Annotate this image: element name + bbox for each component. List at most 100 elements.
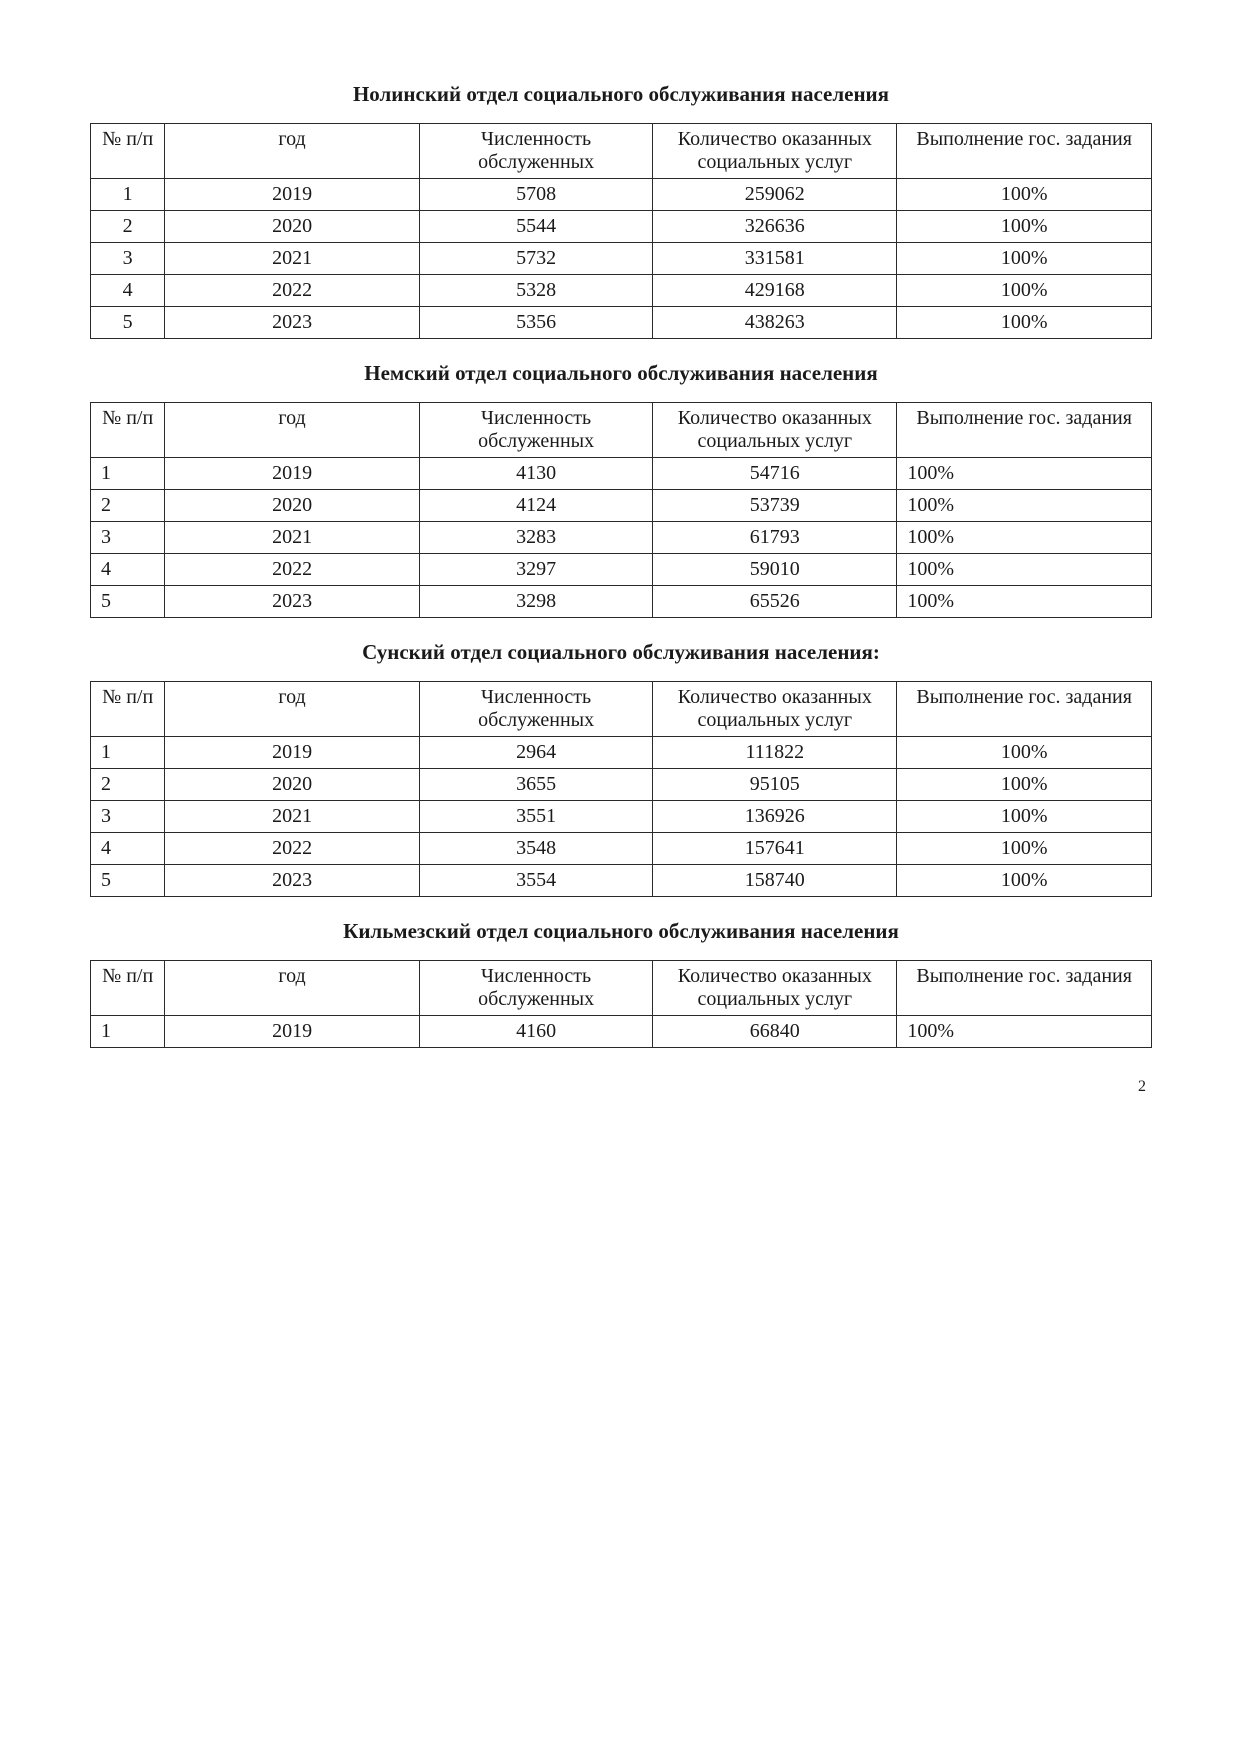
table-row: 52023329865526100% [91,586,1152,618]
cell-num: 5 [91,307,165,339]
column-header-year: год [165,403,420,458]
cell-num: 1 [91,1016,165,1048]
column-header-served: Численность обслуженных [419,682,652,737]
cell-year: 2020 [165,769,420,801]
cell-served: 3655 [419,769,652,801]
cell-served: 3297 [419,554,652,586]
column-header-year: год [165,961,420,1016]
cell-exec: 100% [897,737,1152,769]
cell-served: 5732 [419,243,652,275]
cell-exec: 100% [897,865,1152,897]
table-row: 520233554158740100% [91,865,1152,897]
cell-exec: 100% [897,586,1152,618]
cell-served: 3551 [419,801,652,833]
page-number: 2 [90,1078,1152,1096]
cell-served: 4124 [419,490,652,522]
cell-exec: 100% [897,522,1152,554]
cell-served: 2964 [419,737,652,769]
section-title: Немский отдел социального обслуживания н… [90,361,1152,386]
cell-num: 3 [91,801,165,833]
cell-num: 1 [91,179,165,211]
column-header-services: Количество оказанных социальных услуг [653,961,897,1016]
cell-num: 4 [91,554,165,586]
section-title: Нолинский отдел социального обслуживания… [90,82,1152,107]
cell-served: 3548 [419,833,652,865]
cell-services: 158740 [653,865,897,897]
table-row: 42022329759010100% [91,554,1152,586]
cell-exec: 100% [897,458,1152,490]
table-row: 320213551136926100% [91,801,1152,833]
column-header-num: № п/п [91,961,165,1016]
cell-exec: 100% [897,801,1152,833]
cell-year: 2021 [165,522,420,554]
cell-num: 5 [91,865,165,897]
column-header-year: год [165,682,420,737]
table-row: 420223548157641100% [91,833,1152,865]
column-header-services: Количество оказанных социальных услуг [653,124,897,179]
cell-num: 3 [91,522,165,554]
cell-exec: 100% [897,179,1152,211]
cell-year: 2019 [165,1016,420,1048]
section-title: Сунский отдел социального обслуживания н… [90,640,1152,665]
column-header-served: Численность обслуженных [419,961,652,1016]
column-header-num: № п/п [91,682,165,737]
section-title: Кильмезский отдел социального обслуживан… [90,919,1152,944]
cell-num: 5 [91,586,165,618]
cell-services: 65526 [653,586,897,618]
table-row: 12019413054716100% [91,458,1152,490]
cell-services: 429168 [653,275,897,307]
cell-year: 2019 [165,737,420,769]
cell-year: 2022 [165,833,420,865]
cell-num: 3 [91,243,165,275]
column-header-served: Численность обслуженных [419,124,652,179]
cell-num: 2 [91,769,165,801]
column-header-exec: Выполнение гос. задания [897,682,1152,737]
cell-exec: 100% [897,211,1152,243]
cell-year: 2020 [165,490,420,522]
data-table: № п/пгодЧисленность обслуженныхКоличеств… [90,123,1152,339]
table-row: 12019416066840100% [91,1016,1152,1048]
column-header-num: № п/п [91,403,165,458]
cell-services: 61793 [653,522,897,554]
cell-num: 2 [91,490,165,522]
column-header-exec: Выполнение гос. задания [897,403,1152,458]
cell-num: 4 [91,275,165,307]
cell-services: 59010 [653,554,897,586]
cell-year: 2019 [165,458,420,490]
cell-exec: 100% [897,554,1152,586]
cell-year: 2022 [165,554,420,586]
cell-services: 326636 [653,211,897,243]
column-header-year: год [165,124,420,179]
cell-year: 2021 [165,801,420,833]
table-row: 22020365595105100% [91,769,1152,801]
cell-served: 4160 [419,1016,652,1048]
cell-exec: 100% [897,769,1152,801]
cell-services: 259062 [653,179,897,211]
cell-served: 5708 [419,179,652,211]
cell-num: 2 [91,211,165,243]
cell-year: 2019 [165,179,420,211]
cell-year: 2021 [165,243,420,275]
cell-served: 4130 [419,458,652,490]
cell-year: 2023 [165,586,420,618]
table-row: 22020412453739100% [91,490,1152,522]
cell-served: 3283 [419,522,652,554]
cell-served: 3298 [419,586,652,618]
cell-services: 54716 [653,458,897,490]
column-header-num: № п/п [91,124,165,179]
column-header-exec: Выполнение гос. задания [897,961,1152,1016]
column-header-exec: Выполнение гос. задания [897,124,1152,179]
cell-num: 1 [91,737,165,769]
cell-services: 438263 [653,307,897,339]
cell-year: 2023 [165,307,420,339]
cell-services: 53739 [653,490,897,522]
cell-served: 5328 [419,275,652,307]
cell-exec: 100% [897,243,1152,275]
cell-services: 95105 [653,769,897,801]
table-row: 420225328429168100% [91,275,1152,307]
table-row: 320215732331581100% [91,243,1152,275]
column-header-services: Количество оказанных социальных услуг [653,403,897,458]
cell-year: 2020 [165,211,420,243]
cell-served: 5356 [419,307,652,339]
column-header-services: Количество оказанных социальных услуг [653,682,897,737]
